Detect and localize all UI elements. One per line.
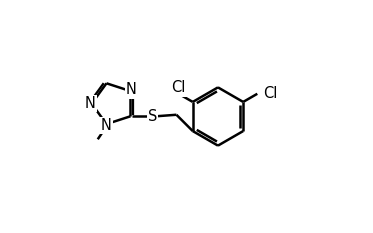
- Text: N: N: [101, 118, 112, 133]
- Text: Cl: Cl: [263, 86, 278, 101]
- Text: N: N: [126, 82, 137, 97]
- Text: S: S: [148, 109, 157, 124]
- Text: Cl: Cl: [172, 80, 186, 96]
- Text: N: N: [85, 96, 96, 111]
